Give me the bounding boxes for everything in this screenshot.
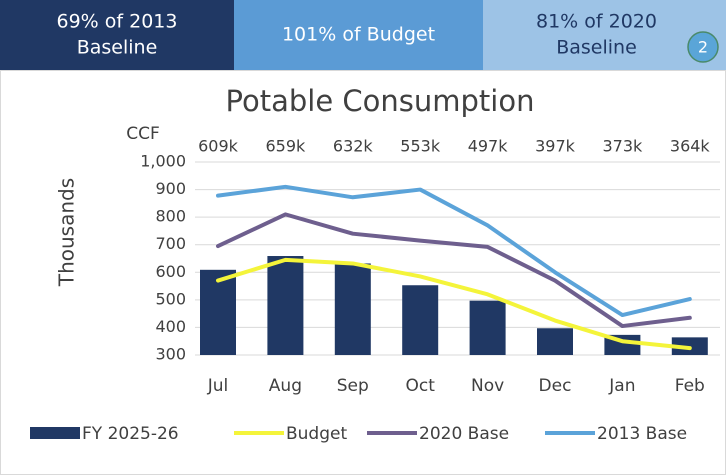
line-series — [216, 184, 692, 318]
y-tick-label: 500 — [155, 289, 186, 308]
kpi-text: Baseline — [77, 37, 158, 59]
kpi-card — [0, 0, 234, 70]
y-tick-label: 700 — [155, 234, 186, 253]
y-tick-label: 400 — [155, 317, 186, 336]
bar — [469, 300, 506, 355]
x-tick-label: Oct — [405, 376, 435, 396]
badge — [687, 31, 719, 63]
kpi-card — [234, 0, 483, 70]
x-tick-label: Sep — [337, 376, 369, 396]
y-axis-label: Thousands — [55, 178, 79, 287]
kpi-text: 69% of 2013 — [57, 11, 178, 33]
value-label: 659k — [265, 137, 306, 156]
line-series — [216, 212, 692, 329]
legend-label: 2020 Base — [419, 424, 509, 444]
kpi-card — [483, 0, 726, 70]
value-label: 397k — [535, 137, 576, 156]
value-label: 609k — [198, 137, 239, 156]
x-tick-label: Nov — [471, 376, 504, 396]
kpi-text: 101% of Budget — [282, 24, 435, 46]
x-tick-label: Jul — [207, 376, 229, 396]
line-series — [216, 257, 692, 351]
kpi-text: 81% of 2020 — [536, 11, 657, 33]
bar — [334, 263, 371, 355]
legend-label: Budget — [286, 424, 347, 444]
value-label: 553k — [400, 137, 441, 156]
x-tick-label: Dec — [539, 376, 572, 396]
x-tick-label: Jan — [608, 376, 635, 396]
legend-label: FY 2025-26 — [82, 424, 179, 444]
kpi-text: Baseline — [556, 37, 637, 59]
value-label: 373k — [602, 137, 643, 156]
bar — [200, 269, 236, 355]
bar — [402, 285, 439, 355]
bar — [537, 328, 573, 355]
value-label: 497k — [468, 137, 509, 156]
value-label: 632k — [333, 137, 374, 156]
unit-label: CCF — [126, 124, 160, 144]
chart-title: Potable Consumption — [226, 84, 535, 118]
y-tick-label: 300 — [155, 345, 186, 364]
badge-text: 2 — [698, 38, 708, 57]
x-tick-label: Feb — [675, 376, 705, 396]
y-tick-label: 900 — [155, 179, 186, 198]
y-tick-label: 600 — [155, 262, 186, 281]
y-tick-label: 1,000 — [140, 152, 186, 171]
bar — [267, 256, 304, 355]
legend-swatch — [30, 427, 80, 439]
legend-label: 2013 Base — [597, 424, 687, 444]
y-tick-label: 800 — [155, 207, 186, 226]
x-tick-label: Aug — [269, 376, 302, 396]
value-label: 364k — [670, 137, 711, 156]
